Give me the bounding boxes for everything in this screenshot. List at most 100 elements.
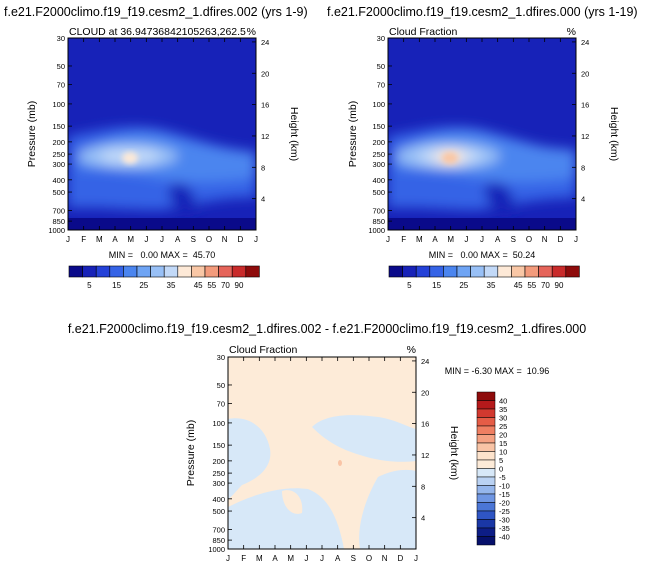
x-tick-label: O: [206, 235, 212, 244]
panel-a-right-label: %: [247, 26, 256, 38]
colorbar-label: 15: [432, 281, 441, 290]
height-tick-label: 4: [261, 195, 265, 204]
x-tick-label: D: [557, 235, 563, 244]
height-tick-label: 4: [581, 195, 585, 204]
height-tick-label: 8: [581, 163, 585, 172]
pressure-tick-label: 70: [57, 80, 65, 89]
pressure-tick-label: 150: [212, 441, 225, 450]
panel-c-field: [228, 357, 416, 549]
pressure-tick-label: 100: [52, 100, 65, 109]
colorbar-swatch: [177, 265, 192, 278]
panel-c-y2label: Height (km): [448, 426, 460, 480]
colorbar-label: -20: [499, 499, 510, 508]
pressure-tick-label: 400: [372, 176, 385, 185]
colorbar-swatch: [476, 485, 496, 495]
x-tick-label: A: [112, 235, 118, 244]
x-tick-label: J: [144, 235, 148, 244]
height-tick-label: 20: [421, 388, 429, 397]
height-tick-label: 24: [421, 357, 429, 366]
pressure-tick-label: 400: [52, 176, 65, 185]
height-tick-label: 24: [581, 38, 589, 47]
colorbar-label: 90: [555, 281, 564, 290]
pressure-tick-label: 70: [377, 80, 385, 89]
pressure-tick-label: 200: [52, 138, 65, 147]
colorbar-swatch: [538, 265, 553, 278]
colorbar-swatch: [476, 451, 496, 461]
colorbar-label: 55: [527, 281, 536, 290]
pressure-tick-label: 850: [212, 536, 225, 545]
colorbar-label: 20: [499, 431, 507, 440]
panel-a-axes: J F M A M J J A S O N D J305070100150200250300400500…: [48, 34, 269, 244]
x-tick-label: M: [287, 554, 294, 563]
colorbar-swatch: [204, 265, 219, 278]
colorbar-label: 5: [407, 281, 412, 290]
x-tick-label: F: [81, 235, 86, 244]
height-tick-label: 12: [581, 132, 589, 141]
x-tick-label: A: [432, 235, 438, 244]
colorbar-label: 55: [207, 281, 216, 290]
colorbar-label: 30: [499, 414, 507, 423]
panel-a-title: f.e21.F2000climo.f19_f19.cesm2_1.dfires.…: [4, 5, 308, 19]
colorbar-swatch: [476, 527, 496, 537]
pressure-tick-label: 850: [52, 217, 65, 226]
colorbar-swatch: [191, 265, 206, 278]
panel-c-peak-spot: [338, 460, 342, 466]
colorbar-swatch: [456, 265, 471, 278]
colorbar-label: 5: [499, 456, 503, 465]
pressure-tick-label: 150: [372, 122, 385, 131]
colorbar-swatch: [218, 265, 233, 278]
height-tick-label: 16: [581, 101, 589, 110]
colorbar-swatch: [476, 391, 496, 401]
height-tick-label: 4: [421, 514, 425, 523]
pressure-tick-label: 500: [212, 507, 225, 516]
colorbar-swatch: [476, 493, 496, 503]
panel-c-right-label: %: [407, 344, 416, 356]
pressure-tick-label: 1000: [48, 226, 65, 235]
height-tick-label: 24: [261, 38, 269, 47]
height-tick-label: 12: [261, 132, 269, 141]
panel-b-y2label: Height (km): [608, 107, 620, 161]
panel-b-low-dark-region: [484, 182, 516, 214]
pressure-tick-label: 850: [372, 217, 385, 226]
pressure-tick-label: 50: [377, 62, 385, 71]
colorbar-label: 90: [235, 281, 244, 290]
x-tick-label: J: [320, 554, 324, 563]
panel-a-low-dark-region: [168, 183, 198, 214]
panel-c-positive-island-b: [345, 495, 360, 516]
colorbar-label: 25: [139, 281, 148, 290]
colorbar-label: 35: [167, 281, 176, 290]
height-tick-label: 12: [421, 451, 429, 460]
panel-a-ylabel: Pressure (mb): [26, 101, 38, 168]
colorbar-swatch: [123, 265, 138, 278]
pressure-tick-label: 100: [212, 419, 225, 428]
colorbar-label: 15: [499, 439, 507, 448]
colorbar-swatch: [476, 476, 496, 486]
panel-a: f.e21.F2000climo.f19_f19.cesm2_1.dfires.…: [4, 5, 308, 290]
colorbar-swatch: [470, 265, 485, 278]
colorbar-swatch: [476, 468, 496, 478]
x-tick-label: J: [304, 554, 308, 563]
height-tick-label: 16: [421, 420, 429, 429]
pressure-tick-label: 300: [52, 160, 65, 169]
x-tick-label: O: [526, 235, 532, 244]
colorbar-label: -30: [499, 516, 510, 525]
pressure-tick-label: 1000: [208, 545, 225, 554]
colorbar-swatch: [429, 265, 444, 278]
panel-a-field: [68, 38, 256, 230]
x-tick-label: J: [414, 554, 418, 563]
x-tick-label: A: [335, 554, 341, 563]
panel-c-negative-region-right: [359, 469, 416, 549]
colorbar-label: 10: [499, 448, 507, 457]
pressure-tick-label: 200: [372, 138, 385, 147]
colorbar-swatch: [551, 265, 567, 278]
x-tick-label: A: [272, 554, 278, 563]
panel-a-min-max: MIN = 0.00 MAX = 45.70: [109, 250, 216, 260]
pressure-tick-label: 500: [52, 188, 65, 197]
colorbar-swatch: [476, 459, 496, 469]
colorbar-swatch: [476, 510, 496, 520]
colorbar-label: 45: [194, 281, 203, 290]
colorbar-label: -10: [499, 482, 510, 491]
pressure-tick-label: 30: [377, 34, 385, 43]
panel-c: f.e21.F2000climo.f19_f19.cesm2_1.dfires.…: [68, 322, 586, 563]
panel-a-colorbar: 5 15 25 35 45 55 70 90: [68, 265, 260, 290]
